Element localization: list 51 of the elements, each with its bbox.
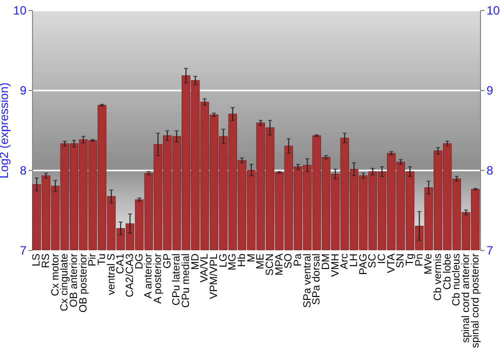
y2-tick-label: 8 — [486, 164, 494, 178]
x-tick-label: A posterior — [152, 253, 164, 304]
x-tick-label: CA2/CA3 — [124, 253, 136, 298]
x-tick-label: VTA — [385, 254, 398, 274]
x-tick-label: Pir — [86, 253, 99, 266]
x-tick-label: Cb lobe — [441, 253, 454, 290]
x-tick-label: VA/VL — [198, 253, 211, 282]
x-tick-label: VPM/VPL — [208, 253, 220, 300]
x-tick-label: SO — [282, 254, 295, 269]
y2-tick-label: 10 — [486, 4, 500, 18]
x-tick-label: SN — [394, 254, 407, 268]
x-tick-label: CPu medial — [180, 254, 192, 308]
x-tick-label: SC — [366, 253, 379, 268]
x-tick-label: DG — [133, 254, 146, 270]
x-tick-label: Tu — [96, 253, 108, 266]
x-tick-label: spinal cord posterior — [469, 252, 482, 348]
x-tick-label: SPa dorsal — [310, 254, 323, 305]
x-tick-label: MPA — [273, 254, 286, 276]
x-tick-label: ventral S — [105, 254, 118, 295]
x-tick-label: CA1 — [114, 253, 127, 274]
x-tick-label: MD — [189, 253, 202, 270]
y-tick-label: 9 — [20, 84, 27, 98]
x-tick-label: Hb — [236, 253, 248, 267]
y-tick-label: 10 — [13, 4, 27, 18]
y-tick-label: 7 — [20, 244, 27, 258]
x-tick-label: LS — [30, 254, 43, 266]
x-tick-label: Arc — [338, 254, 351, 270]
x-tick-label: Cb vermis — [432, 254, 444, 301]
x-tick-label: LH — [348, 254, 360, 267]
y2-tick-label: 9 — [486, 84, 494, 98]
x-tick-label: PAG — [357, 254, 370, 275]
x-tick-label: Pa — [292, 253, 304, 266]
y2-tick-label: 7 — [486, 244, 494, 258]
x-tick-label: RS — [40, 254, 52, 268]
x-tick-label: Cb nucleus — [450, 254, 463, 306]
x-tick-label: ME — [254, 254, 267, 270]
x-tick-label: LG — [217, 254, 230, 268]
x-tick-label: OB anterior — [68, 253, 80, 308]
x-tick-label: DM — [320, 254, 332, 270]
x-tick-label: MVe — [422, 253, 435, 275]
x-tick-label: IC — [376, 253, 388, 264]
x-tick-label: Cx cingulate — [58, 253, 71, 312]
x-tick-label: Tg — [404, 253, 416, 266]
x-tick-label: OB posterior — [77, 253, 90, 312]
x-tick-label: M — [245, 254, 258, 262]
x-tick-label: GP — [161, 254, 174, 269]
y-tick-label: 8 — [20, 164, 27, 178]
x-tick-label: SCN — [264, 254, 276, 276]
x-tick-label: VMH — [329, 254, 342, 277]
x-tick-label: spinal cord anterior — [460, 252, 472, 343]
x-tick-label: A anterior — [142, 253, 155, 298]
